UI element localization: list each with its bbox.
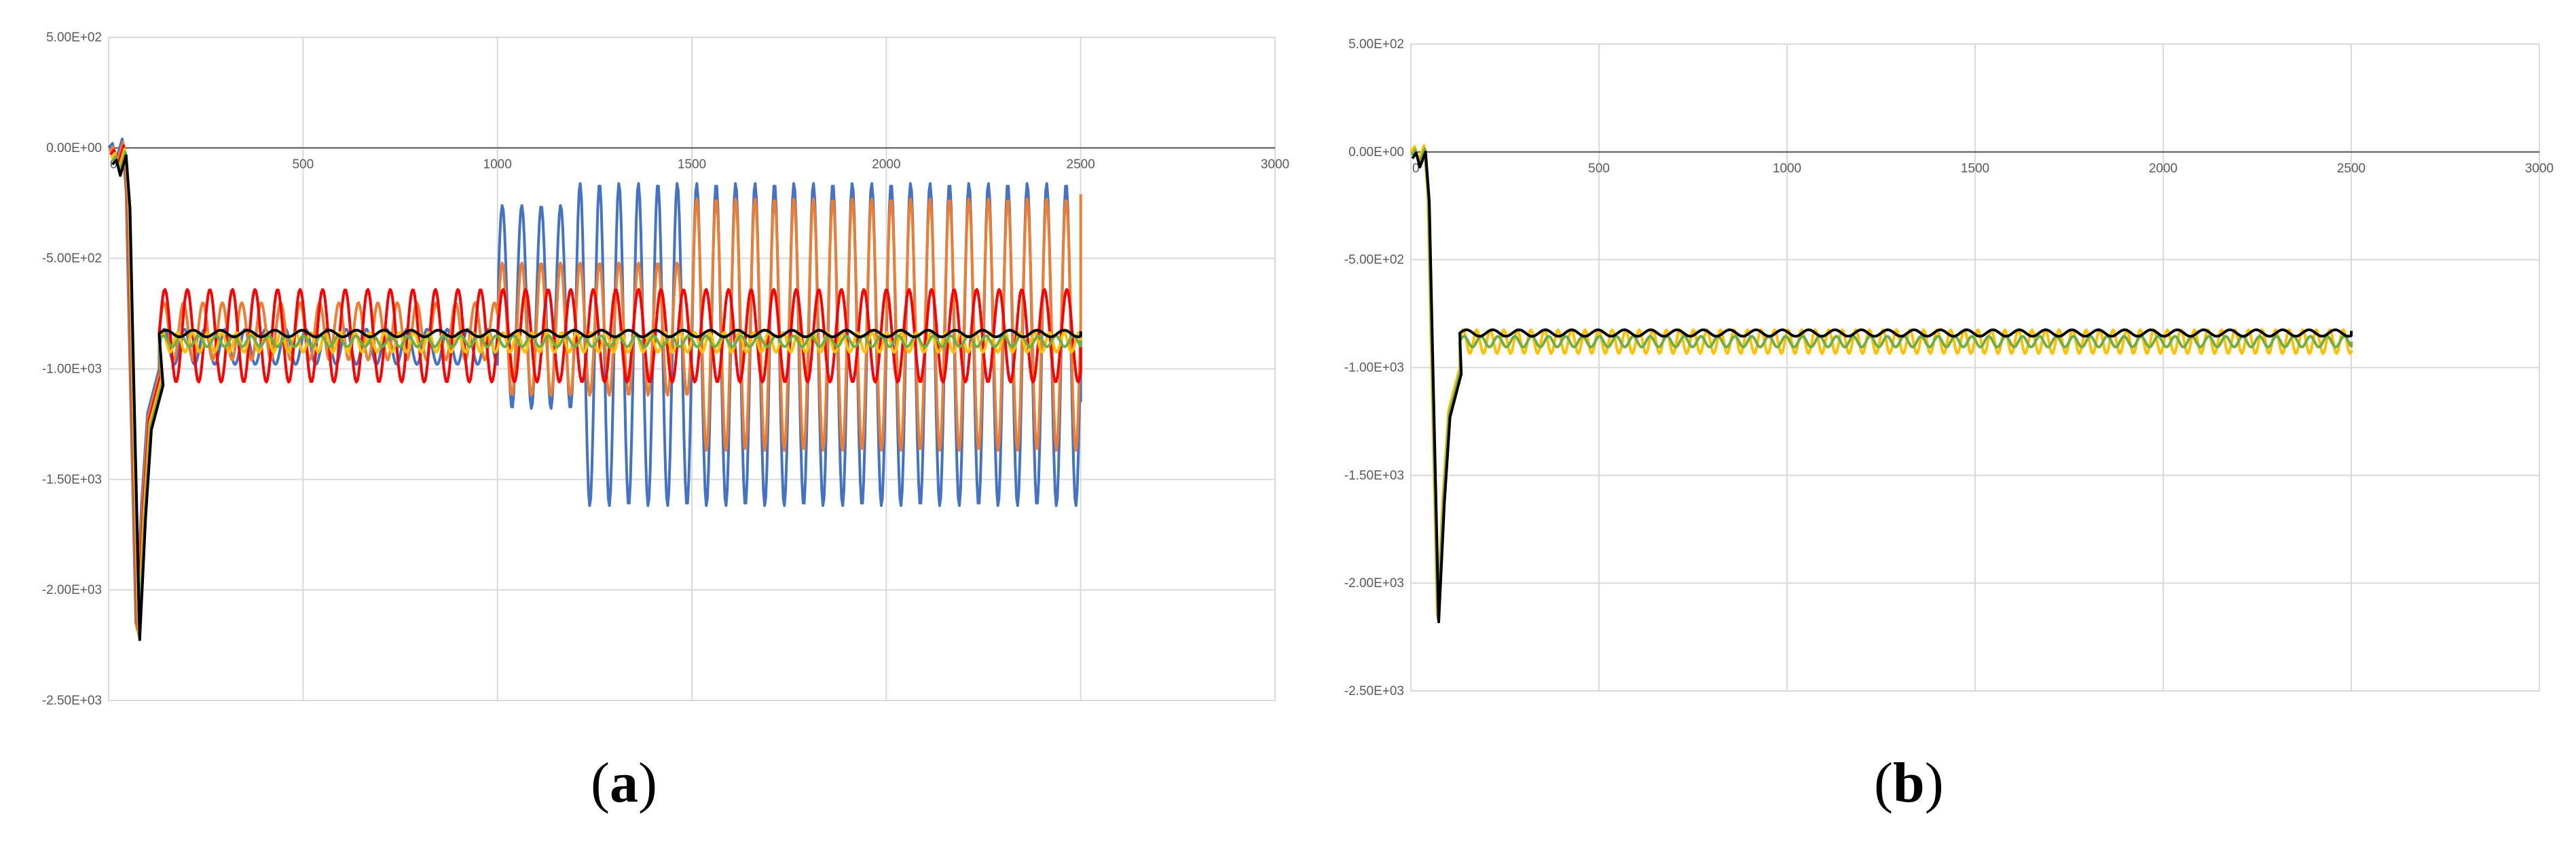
series-line-a-4 — [111, 151, 1082, 638]
x-tick-label-b: 2500 — [2337, 162, 2366, 176]
y-tick-label-a: 5.00E+02 — [46, 31, 102, 45]
chart-a: 5.00E+02 0.00E+00 -5.00E+02 -1.00E+03 -1.50E… — [42, 31, 1289, 708]
y-tick-label-b: -2.50E+03 — [1344, 684, 1404, 698]
series-line-b-1 — [1410, 147, 2353, 620]
x-tick-label-b: 1500 — [1961, 162, 1989, 176]
y-tick-label-b: -5.00E+02 — [1344, 253, 1404, 267]
series-line-b-2 — [1411, 150, 2353, 624]
y-tick-label-b: -2.00E+03 — [1344, 576, 1404, 591]
panel-label-b-text: b — [1892, 751, 1925, 814]
y-tick-label-a: -1.50E+03 — [42, 472, 102, 487]
series-line-a-0 — [107, 137, 1082, 624]
x-tick-label-a: 3000 — [1261, 157, 1289, 172]
y-tick-label-a: -2.00E+03 — [42, 583, 102, 597]
y-tick-label-a: -1.00E+03 — [42, 362, 102, 377]
x-tick-label-b: 500 — [1588, 162, 1610, 176]
panel-label-a: (a) — [591, 751, 657, 814]
series-line-a-5 — [111, 154, 1082, 641]
x-tick-label-a: 500 — [292, 157, 314, 172]
y-tick-label-b: -1.50E+03 — [1344, 468, 1404, 483]
panel-label-a-text: a — [609, 751, 638, 814]
x-tick-label-a: 2500 — [1067, 157, 1095, 172]
panel-label-b: (b) — [1874, 751, 1944, 814]
x-tick-label-a: 2000 — [872, 157, 900, 172]
x-tick-label-b: 3000 — [2525, 162, 2554, 176]
series-line-a-2 — [109, 144, 1082, 631]
y-tick-label-a: -5.00E+02 — [42, 252, 102, 266]
y-tick-label-b: 0.00E+00 — [1348, 145, 1404, 160]
y-tick-label-a: -2.50E+03 — [42, 694, 102, 708]
y-tick-label-a: 0.00E+00 — [46, 141, 102, 155]
x-tick-label-a: 1000 — [483, 157, 512, 172]
x-tick-label-b: 1000 — [1773, 162, 1801, 176]
series-line-b-0 — [1410, 144, 2353, 617]
y-tick-label-b: -1.00E+03 — [1344, 361, 1404, 375]
y-tick-label-b: 5.00E+02 — [1348, 37, 1404, 52]
x-tick-label-a: 1500 — [678, 157, 706, 172]
chart-b: 5.00E+02 0.00E+00 -5.00E+02 -1.00E+03 -1.50E… — [1344, 37, 2554, 698]
x-tick-label-zero-b: 0 — [1412, 162, 1420, 176]
x-tick-label-b: 2000 — [2149, 162, 2177, 176]
